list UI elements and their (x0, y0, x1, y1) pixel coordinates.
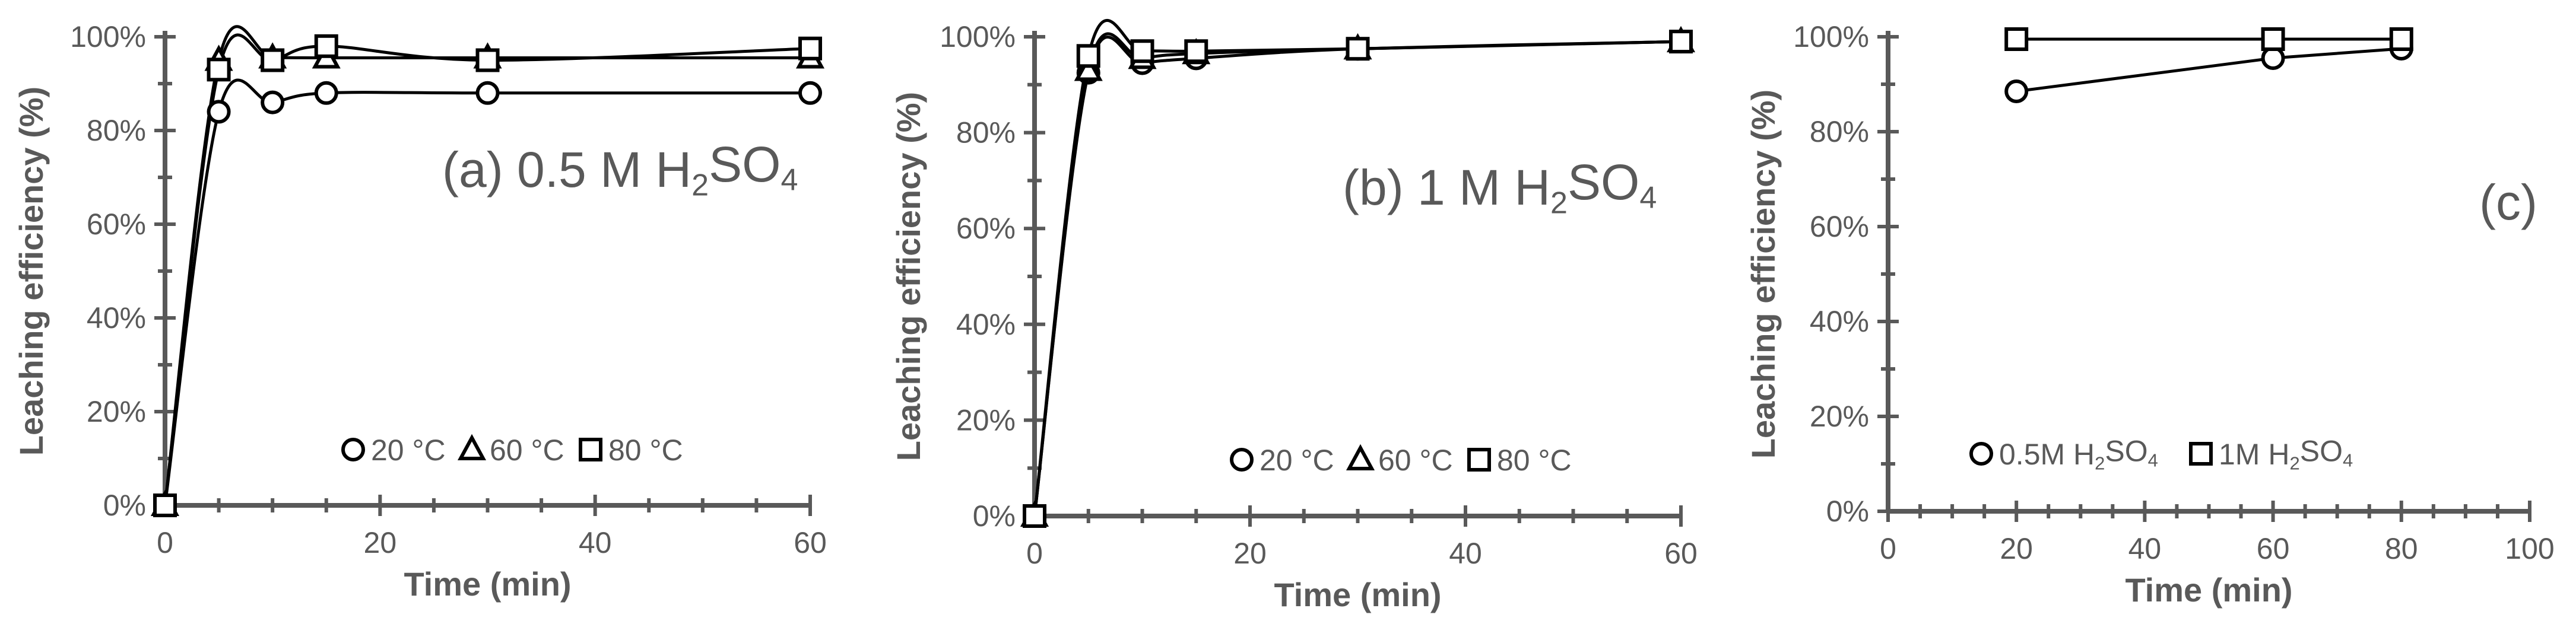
legend-marker-circle (341, 438, 365, 461)
x-tick-label: 40 (1449, 537, 1482, 570)
y-tick-label: 60% (1810, 210, 1869, 243)
x-tick-label: 40 (2128, 532, 2162, 565)
y-tick-label: 100% (70, 20, 146, 53)
legend-marker-square (1467, 448, 1491, 472)
data-point-square (2389, 27, 2413, 51)
legend-marker-triangle (1346, 444, 1375, 470)
series-line-2 (1033, 18, 1682, 517)
y-tick-label: 80% (1810, 115, 1869, 148)
x-tick-label: 60 (1664, 537, 1698, 570)
y-tick-label: 0% (973, 499, 1016, 533)
y-tick-label: 100% (940, 20, 1016, 53)
legend: 20 °C 60 °C 80 °C (341, 434, 683, 467)
legend-label: 60 °C (490, 434, 564, 467)
data-point-circle (207, 100, 231, 124)
legend: 0.5M H2SO4 1M H2SO4 (1969, 435, 2353, 474)
data-point-square (1346, 37, 1370, 61)
x-tick-label: 0 (1026, 537, 1043, 570)
data-point-square (1023, 504, 1046, 528)
y-tick-label: 60% (87, 208, 146, 241)
legend-marker-square (2189, 442, 2213, 466)
data-point-square (1130, 39, 1154, 63)
series-line-0 (1033, 36, 1682, 517)
panel-title: (b) 1 M H2SO4 (1343, 154, 1657, 221)
data-point-circle (261, 90, 285, 114)
data-point-circle (475, 81, 500, 105)
data-point-circle (314, 81, 338, 105)
panel-title: (a) 0.5 M H2SO4 (442, 136, 798, 203)
data-point-circle (798, 81, 822, 105)
data-point-square (1669, 30, 1693, 54)
y-tick-label: 40% (1810, 305, 1869, 338)
data-point-square (1184, 39, 1208, 63)
data-point-square (314, 34, 338, 58)
legend-label: 20 °C (1260, 444, 1334, 477)
legend-marker-circle (1969, 442, 1993, 466)
y-tick-label: 20% (87, 395, 146, 428)
x-tick-label: 20 (364, 526, 397, 559)
x-tick-label: 60 (2257, 532, 2290, 565)
chart-panel-a: 0% 20% 40% 60% 80% 100% 0 20 40 60 Time (min) Leach… (12, 20, 827, 603)
legend-label: 80 °C (608, 434, 683, 467)
legend-label: 80 °C (1497, 444, 1572, 477)
y-tick-label: 100% (1793, 20, 1869, 53)
x-tick-label: 0 (1880, 532, 1896, 565)
legend-marker-triangle (457, 434, 487, 460)
legend-label: 60 °C (1378, 444, 1453, 477)
y-tick-label: 60% (956, 212, 1016, 245)
series-line-1 (1033, 32, 1682, 517)
x-tick-label: 80 (2385, 532, 2418, 565)
x-axis-title: Time (min) (2125, 571, 2292, 609)
data-point-square (261, 48, 285, 72)
x-tick-label: 0 (157, 526, 173, 559)
series-line-2 (163, 33, 811, 506)
data-point-square (207, 58, 231, 82)
y-tick-label: 40% (87, 301, 146, 335)
legend: 20 °C 60 °C 80 °C (1230, 444, 1572, 477)
x-tick-label: 100 (2505, 532, 2554, 565)
legend-marker-circle (1230, 448, 1254, 472)
data-point-square (2004, 27, 2029, 51)
data-point-square (153, 493, 177, 517)
x-tick-label: 20 (1233, 537, 1267, 570)
data-point-triangle (1074, 55, 1103, 81)
y-tick-label: 20% (956, 403, 1016, 437)
data-point-square (475, 48, 500, 72)
y-tick-label: 80% (87, 114, 146, 147)
legend-label: 1M H2SO4 (2219, 435, 2353, 474)
series-line-0 (163, 78, 810, 506)
y-tick-label: 40% (956, 308, 1016, 341)
legend-label: 0.5M H2SO4 (1999, 435, 2158, 474)
legend-marker-square (579, 438, 602, 461)
data-point-circle (2004, 79, 2029, 103)
legend-label: 20 °C (371, 434, 446, 467)
series-line-0 (2016, 47, 2401, 93)
x-tick-label: 40 (579, 526, 612, 559)
chart-panel-b: 0% 20% 40% 60% 80% 100% 0 20 40 60 Time (min) Leach… (890, 18, 1698, 613)
y-axis-title: Leaching efficiency (%) (1744, 90, 1782, 458)
data-point-square (2261, 27, 2285, 51)
y-tick-label: 0% (1826, 495, 1869, 528)
x-axis-title: Time (min) (404, 565, 571, 603)
x-tick-label: 60 (794, 526, 827, 559)
data-point-square (798, 36, 822, 61)
chart-panel-c: 0% 20% 40% 60% 80% 100% 0 20 40 60 80 100 Time (min)… (1744, 20, 2555, 609)
y-tick-label: 80% (956, 116, 1016, 149)
x-tick-label: 20 (2000, 532, 2033, 565)
data-point-circle (2261, 46, 2285, 70)
data-point-square (1076, 44, 1100, 68)
y-tick-label: 0% (103, 489, 146, 522)
panel-title: (c) (2479, 174, 2537, 230)
y-axis-title: Leaching efficiency (%) (890, 92, 927, 461)
y-axis-title: Leaching efficiency (%) (12, 87, 50, 456)
x-axis-title: Time (min) (1274, 576, 1441, 613)
y-tick-label: 20% (1810, 400, 1869, 433)
